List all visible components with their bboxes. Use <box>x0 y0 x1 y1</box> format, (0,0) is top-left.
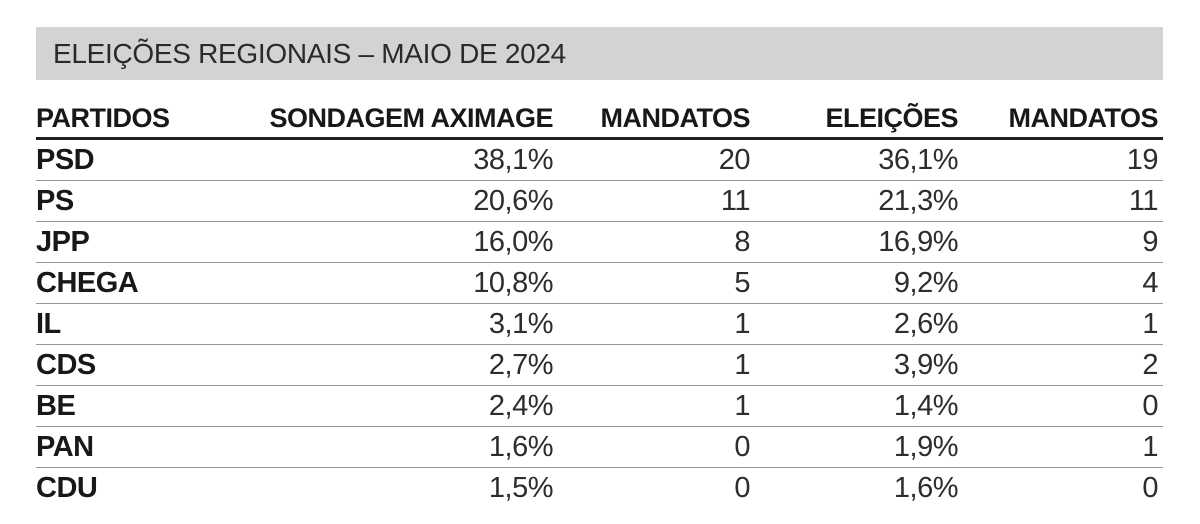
mandatos-sondagem-cell: 0 <box>734 472 750 504</box>
column-header-sondagem: SONDAGEM AXIMAGE <box>269 103 553 133</box>
mandatos-sondagem-cell: 5 <box>734 266 750 299</box>
column-header-mandatos-sondagem: MANDATOS <box>600 103 751 133</box>
eleicoes-cell: 36,1% <box>878 143 958 176</box>
party-cell: PS <box>36 184 74 217</box>
table-row: JPP 16,0% 8 16,9% 9 <box>36 222 1163 263</box>
mandatos-eleicoes-cell: 9 <box>1142 225 1158 258</box>
sondagem-cell: 16,0% <box>473 225 553 258</box>
mandatos-sondagem-cell: 8 <box>734 225 750 258</box>
mandatos-sondagem-cell: 11 <box>720 184 751 217</box>
party-cell: PSD <box>36 143 95 176</box>
mandatos-eleicoes-cell: 1 <box>1142 307 1158 340</box>
party-cell: JPP <box>36 225 90 258</box>
sondagem-cell: 20,6% <box>473 184 553 217</box>
mandatos-sondagem-cell: 20 <box>718 143 751 176</box>
eleicoes-cell: 21,3% <box>878 184 958 217</box>
sondagem-cell: 10,8% <box>473 266 553 299</box>
sondagem-cell: 2,4% <box>488 389 554 422</box>
table-row: CHEGA 10,8% 5 9,2% 4 <box>36 263 1163 304</box>
table-row: PSD 38,1% 20 36,1% 19 <box>36 140 1163 181</box>
results-table: PARTIDOS SONDAGEM AXIMAGE MANDATOS ELEIÇ… <box>36 95 1163 509</box>
eleicoes-cell: 2,6% <box>893 307 959 340</box>
table-row: IL 3,1% 1 2,6% 1 <box>36 304 1163 345</box>
mandatos-sondagem-cell: 1 <box>734 307 750 340</box>
mandatos-eleicoes-cell: 1 <box>1142 430 1158 463</box>
party-cell: PAN <box>36 430 94 463</box>
mandatos-eleicoes-cell: 2 <box>1142 348 1158 381</box>
party-cell: CDU <box>36 472 98 504</box>
mandatos-eleicoes-cell: 0 <box>1142 472 1158 504</box>
sondagem-cell: 38,1% <box>473 143 553 176</box>
eleicoes-cell: 3,9% <box>893 348 959 381</box>
mandatos-sondagem-cell: 1 <box>734 389 750 422</box>
mandatos-eleicoes-cell: 11 <box>1128 184 1159 217</box>
eleicoes-cell: 1,9% <box>893 430 959 463</box>
eleicoes-cell: 1,6% <box>893 472 959 504</box>
column-header-eleicoes: ELEIÇÕES <box>825 103 958 133</box>
table-header-row: PARTIDOS SONDAGEM AXIMAGE MANDATOS ELEIÇ… <box>36 95 1163 140</box>
sondagem-cell: 1,5% <box>488 472 554 504</box>
mandatos-eleicoes-cell: 19 <box>1126 143 1159 176</box>
party-cell: BE <box>36 389 76 422</box>
party-cell: CDS <box>36 348 96 381</box>
eleicoes-cell: 1,4% <box>893 389 959 422</box>
sondagem-cell: 3,1% <box>488 307 554 340</box>
eleicoes-cell: 16,9% <box>878 225 958 258</box>
eleicoes-cell: 9,2% <box>893 266 959 299</box>
sondagem-cell: 1,6% <box>488 430 554 463</box>
mandatos-eleicoes-cell: 4 <box>1142 266 1158 299</box>
column-header-partidos: PARTIDOS <box>36 103 170 133</box>
page-title: ELEIÇÕES REGIONAIS – MAIO DE 2024 <box>53 37 566 69</box>
mandatos-sondagem-cell: 1 <box>734 348 750 381</box>
table-row: PAN 1,6% 0 1,9% 1 <box>36 427 1163 468</box>
party-cell: CHEGA <box>36 266 139 299</box>
title-bar: ELEIÇÕES REGIONAIS – MAIO DE 2024 <box>36 27 1163 80</box>
table-row: PS 20,6% 11 21,3% 11 <box>36 181 1163 222</box>
table-row: BE 2,4% 1 1,4% 0 <box>36 386 1163 427</box>
column-header-mandatos-eleicoes: MANDATOS <box>1008 103 1159 133</box>
mandatos-sondagem-cell: 0 <box>734 430 750 463</box>
mandatos-eleicoes-cell: 0 <box>1142 389 1158 422</box>
sondagem-cell: 2,7% <box>488 348 554 381</box>
table-row: CDS 2,7% 1 3,9% 2 <box>36 345 1163 386</box>
table-row: CDU 1,5% 0 1,6% 0 <box>36 468 1163 509</box>
party-cell: IL <box>36 307 61 340</box>
